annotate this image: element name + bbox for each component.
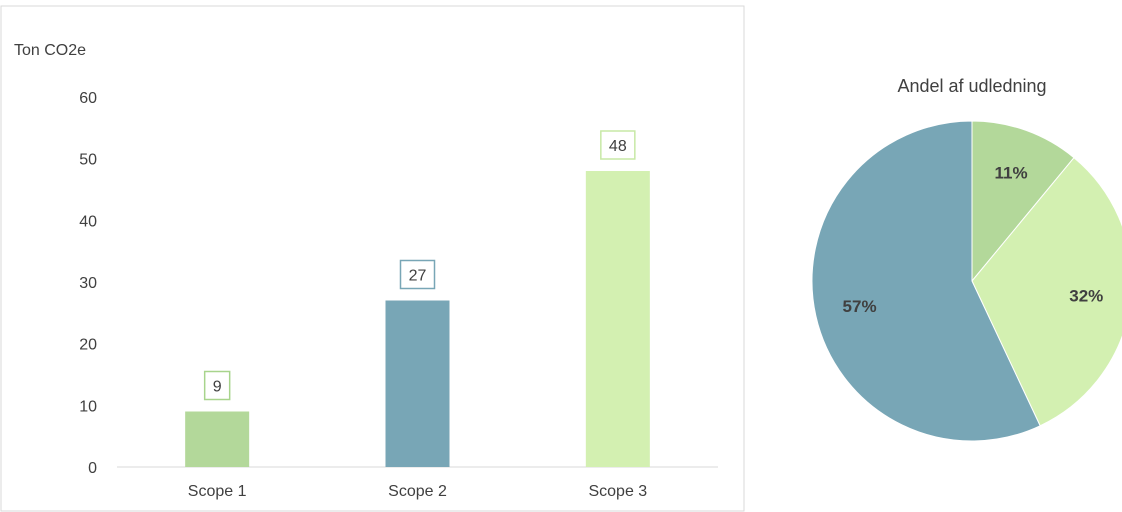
pie-chart-slices: [811, 120, 1122, 442]
bar-chart-ylabel: Ton CO2e: [14, 42, 86, 59]
data-label-box: [600, 130, 636, 160]
data-label: 9: [213, 379, 222, 396]
y-tick-label: 0: [88, 460, 97, 477]
pie-slice-label: 57%: [843, 297, 877, 316]
bar-2: [385, 300, 450, 467]
data-label-box: [399, 259, 436, 290]
pie-chart-title: Andel af udledning: [897, 76, 1046, 96]
bar-1: [185, 411, 250, 467]
bar-chart-y-axis: 0 10 20 30 40 50 60: [79, 90, 97, 477]
x-tick-label: Scope 1: [188, 483, 247, 500]
pie-chart-labels: 11% 32% 57%: [843, 164, 1104, 317]
x-tick-label: Scope 3: [588, 483, 647, 500]
data-label: 48: [609, 138, 627, 155]
y-tick-label: 10: [79, 398, 97, 415]
y-tick-label: 60: [79, 90, 97, 107]
data-label: 27: [409, 268, 427, 285]
pie-slice-1: [971, 120, 1075, 283]
bar-chart-bars: 9 27 48: [185, 130, 650, 467]
y-tick-label: 40: [79, 213, 97, 230]
pie-slice-label: 32%: [1069, 286, 1103, 305]
y-tick-label: 50: [79, 152, 97, 169]
x-tick-label: Scope 2: [388, 483, 447, 500]
pie-slice-2: [971, 157, 1122, 427]
bar-3: [585, 171, 650, 467]
bar-chart-x-axis: Scope 1 Scope 2 Scope 3: [188, 483, 647, 500]
data-label-box: [203, 370, 231, 401]
y-tick-label: 30: [79, 275, 97, 292]
pie-slice-label: 11%: [994, 164, 1027, 183]
pie-slice-3: [811, 120, 1041, 442]
y-tick-label: 20: [79, 337, 97, 354]
